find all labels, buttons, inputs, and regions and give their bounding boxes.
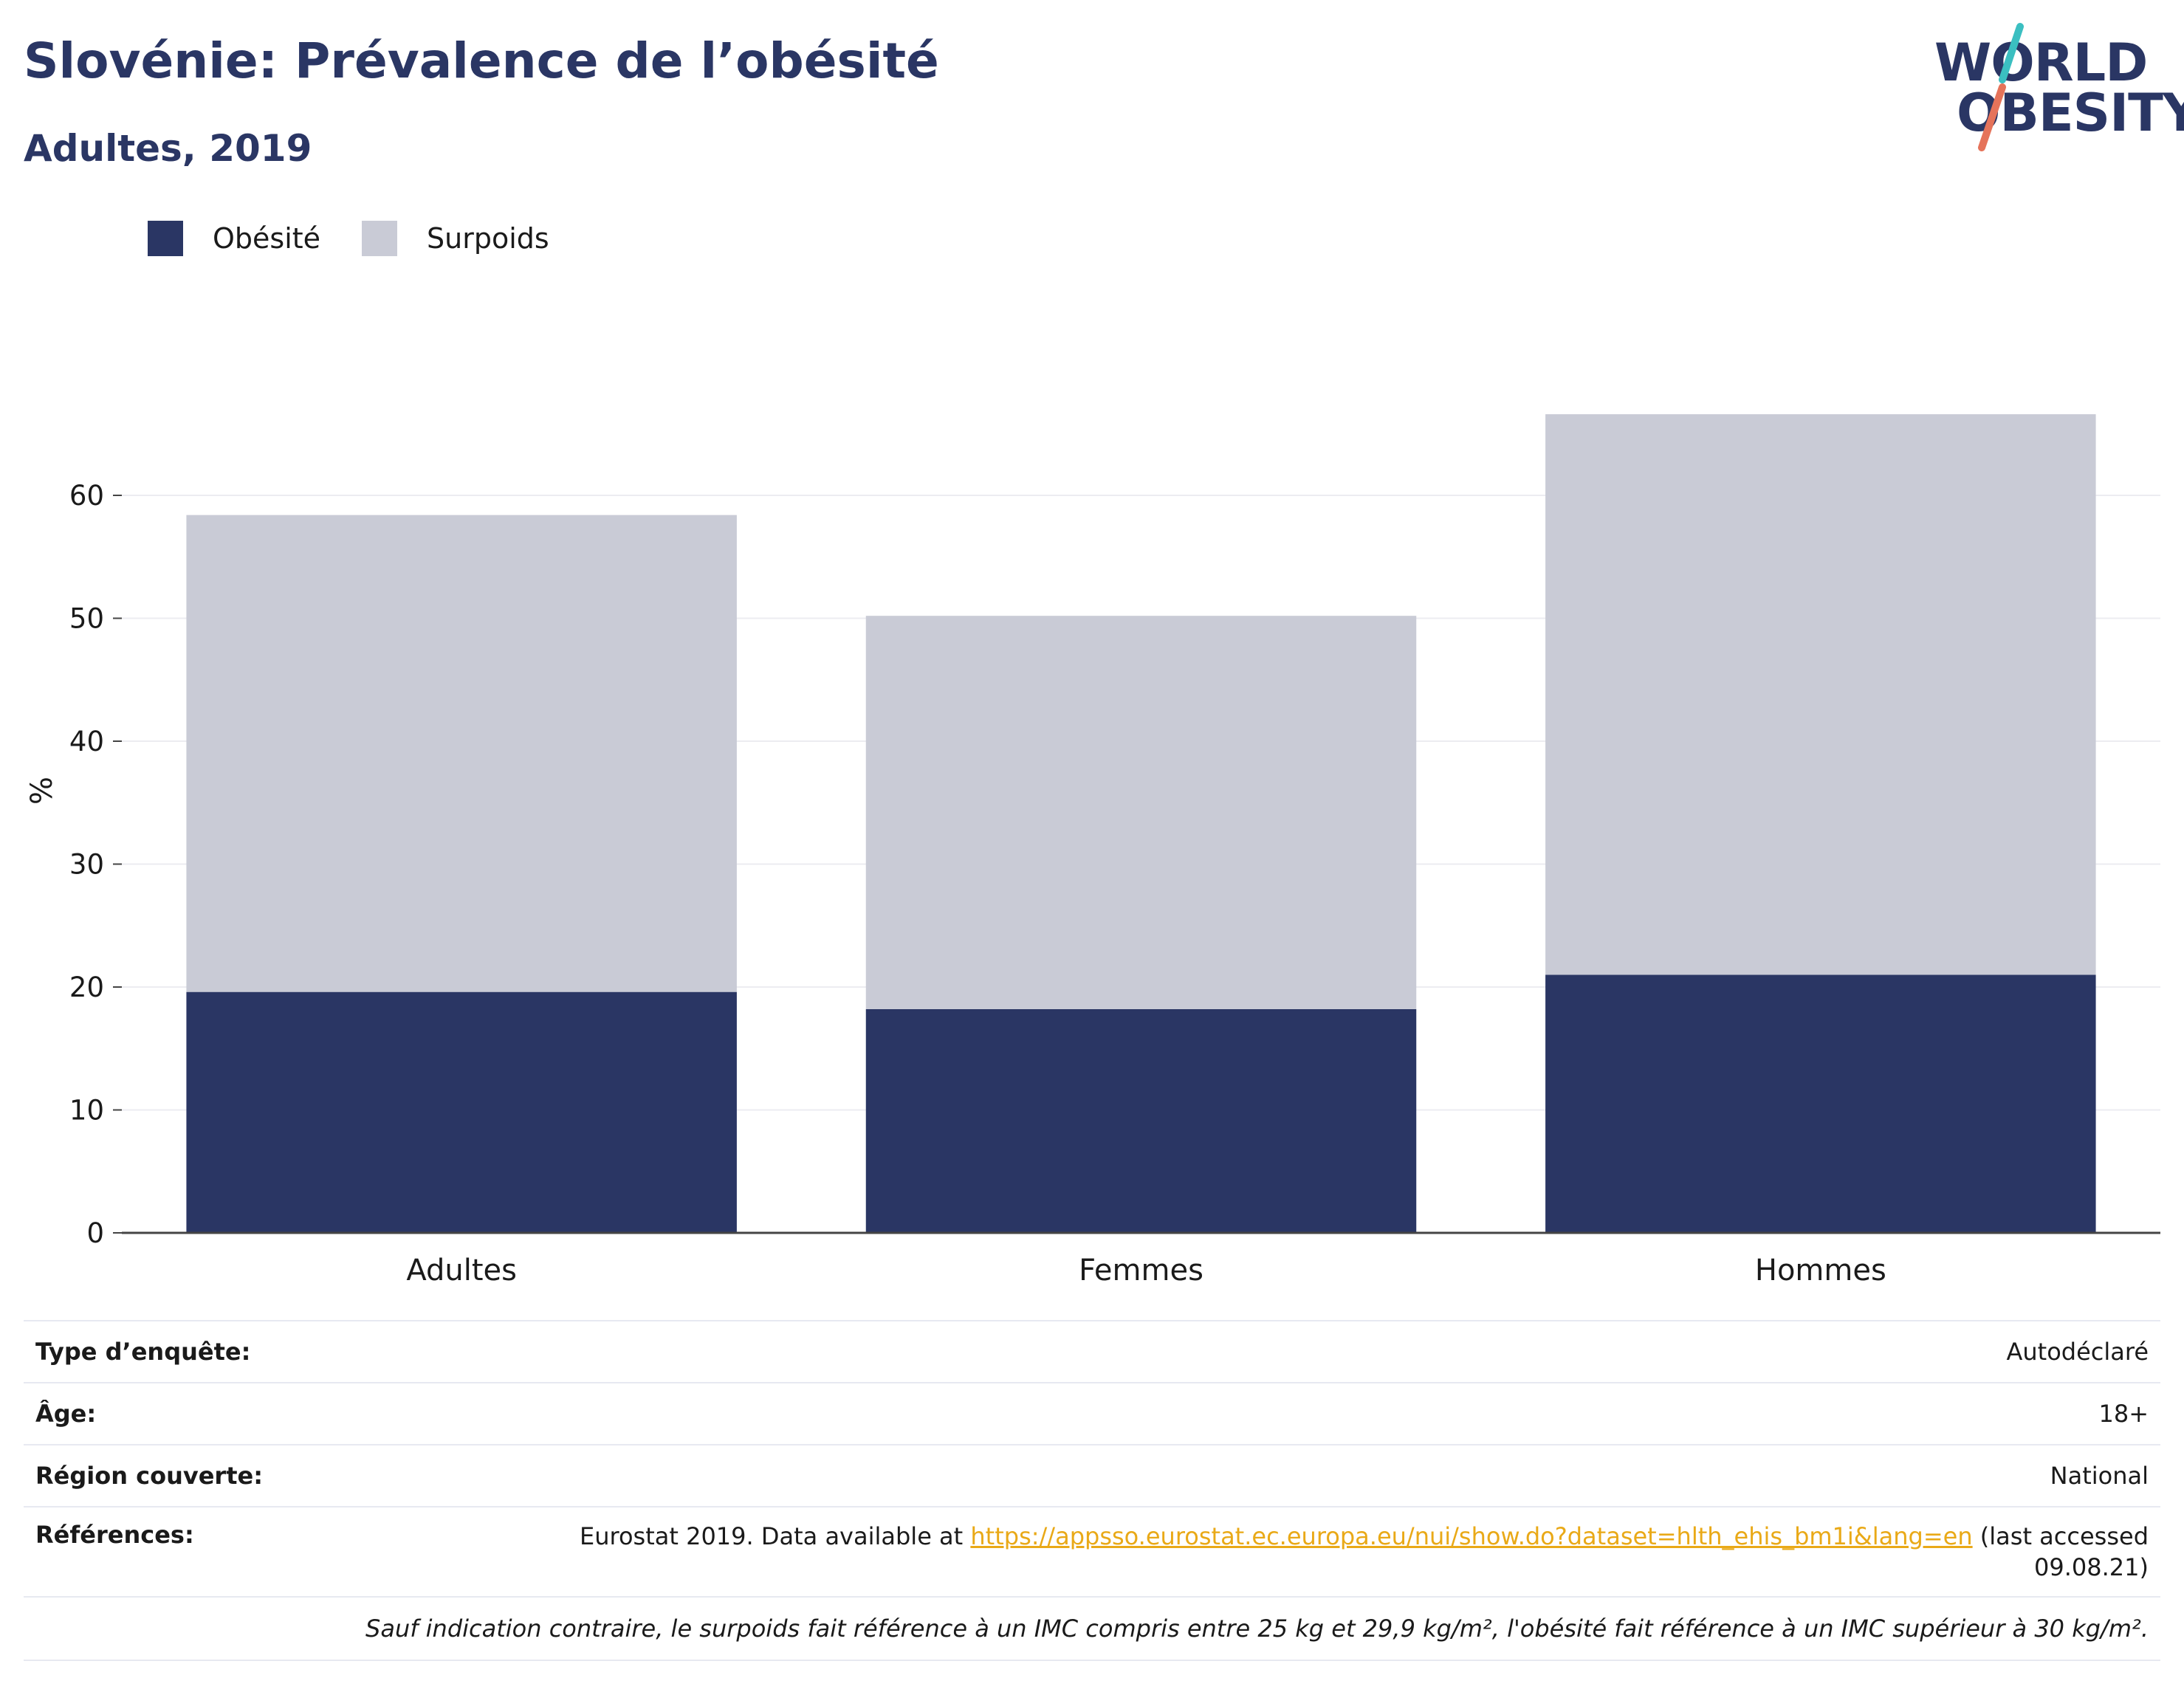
page-title: Slovénie: Prévalence de l’obésité: [24, 32, 939, 89]
legend-swatch-surpoids: [362, 221, 398, 256]
legend-swatch-obesite: [148, 221, 183, 256]
y-tick-label-20: 20: [69, 972, 104, 1003]
survey-type-label: Type d’enquête:: [35, 1338, 251, 1366]
info-row-survey-type: Type d’enquête: Autodéclaré: [24, 1320, 2160, 1382]
survey-type-value: Autodéclaré: [2006, 1338, 2149, 1366]
references-link[interactable]: https://appsso.eurostat.ec.europa.eu/nui…: [970, 1522, 1973, 1550]
stacked-bar-chart: 0 10 20 30 40 50 60 Adultes Femmes Hommes: [69, 414, 2160, 1287]
info-row-footnote: Sauf indication contraire, le surpoids f…: [24, 1596, 2160, 1661]
legend-item-obesite: Obésité: [148, 221, 320, 256]
legend-item-surpoids: Surpoids: [362, 221, 549, 256]
y-tick-label-50: 50: [69, 603, 104, 635]
y-tick-label-60: 60: [69, 480, 104, 512]
region-label: Région couverte:: [35, 1462, 263, 1490]
logo-line-1: WORLD: [1934, 32, 2148, 93]
logo-slash-icon: [1978, 23, 2024, 151]
region-value: National: [2050, 1462, 2149, 1490]
x-tick-label-hommes: Hommes: [1755, 1254, 1886, 1287]
page-subtitle: Adultes, 2019: [24, 127, 312, 170]
y-axis-label: %: [25, 776, 59, 805]
footnote: Sauf indication contraire, le surpoids f…: [365, 1615, 2149, 1643]
bar-hommes-surpoids: [1545, 414, 2096, 975]
references-suffix: (last accessed: [1972, 1522, 2149, 1550]
age-value: 18+: [2098, 1400, 2149, 1428]
bar-adultes-obésité: [186, 991, 737, 1233]
bar-femmes-surpoids: [865, 616, 1417, 1009]
references-label: Références:: [35, 1521, 194, 1549]
world-obesity-logo: WORLD OBESITY: [1920, 22, 2184, 162]
bar-hommes-obésité: [1545, 974, 2096, 1233]
x-tick-label-femmes: Femmes: [1079, 1254, 1203, 1287]
y-tick-label-10: 10: [69, 1095, 104, 1127]
legend-label-obesite: Obésité: [213, 222, 321, 255]
bar-adultes-surpoids: [186, 515, 737, 992]
legend-label-surpoids: Surpoids: [427, 222, 549, 255]
references-value: Eurostat 2019. Data available at https:/…: [580, 1521, 2149, 1583]
chart-legend: Obésité Surpoids: [148, 220, 591, 257]
y-tick-label-0: 0: [86, 1217, 104, 1249]
info-row-region: Région couverte: National: [24, 1444, 2160, 1506]
info-table: Type d’enquête: Autodéclaré Âge: 18+ Rég…: [24, 1320, 2160, 1661]
bar-femmes-obésité: [865, 1008, 1417, 1233]
info-row-references: Références: Eurostat 2019. Data availabl…: [24, 1506, 2160, 1596]
info-row-age: Âge: 18+: [24, 1382, 2160, 1444]
x-tick-label-adultes: Adultes: [406, 1254, 517, 1287]
references-date: 09.08.21): [2034, 1553, 2149, 1581]
y-tick-label-30: 30: [69, 849, 104, 881]
y-tick-label-40: 40: [69, 726, 104, 757]
age-label: Âge:: [35, 1400, 97, 1428]
references-prefix: Eurostat 2019. Data available at: [580, 1522, 971, 1550]
